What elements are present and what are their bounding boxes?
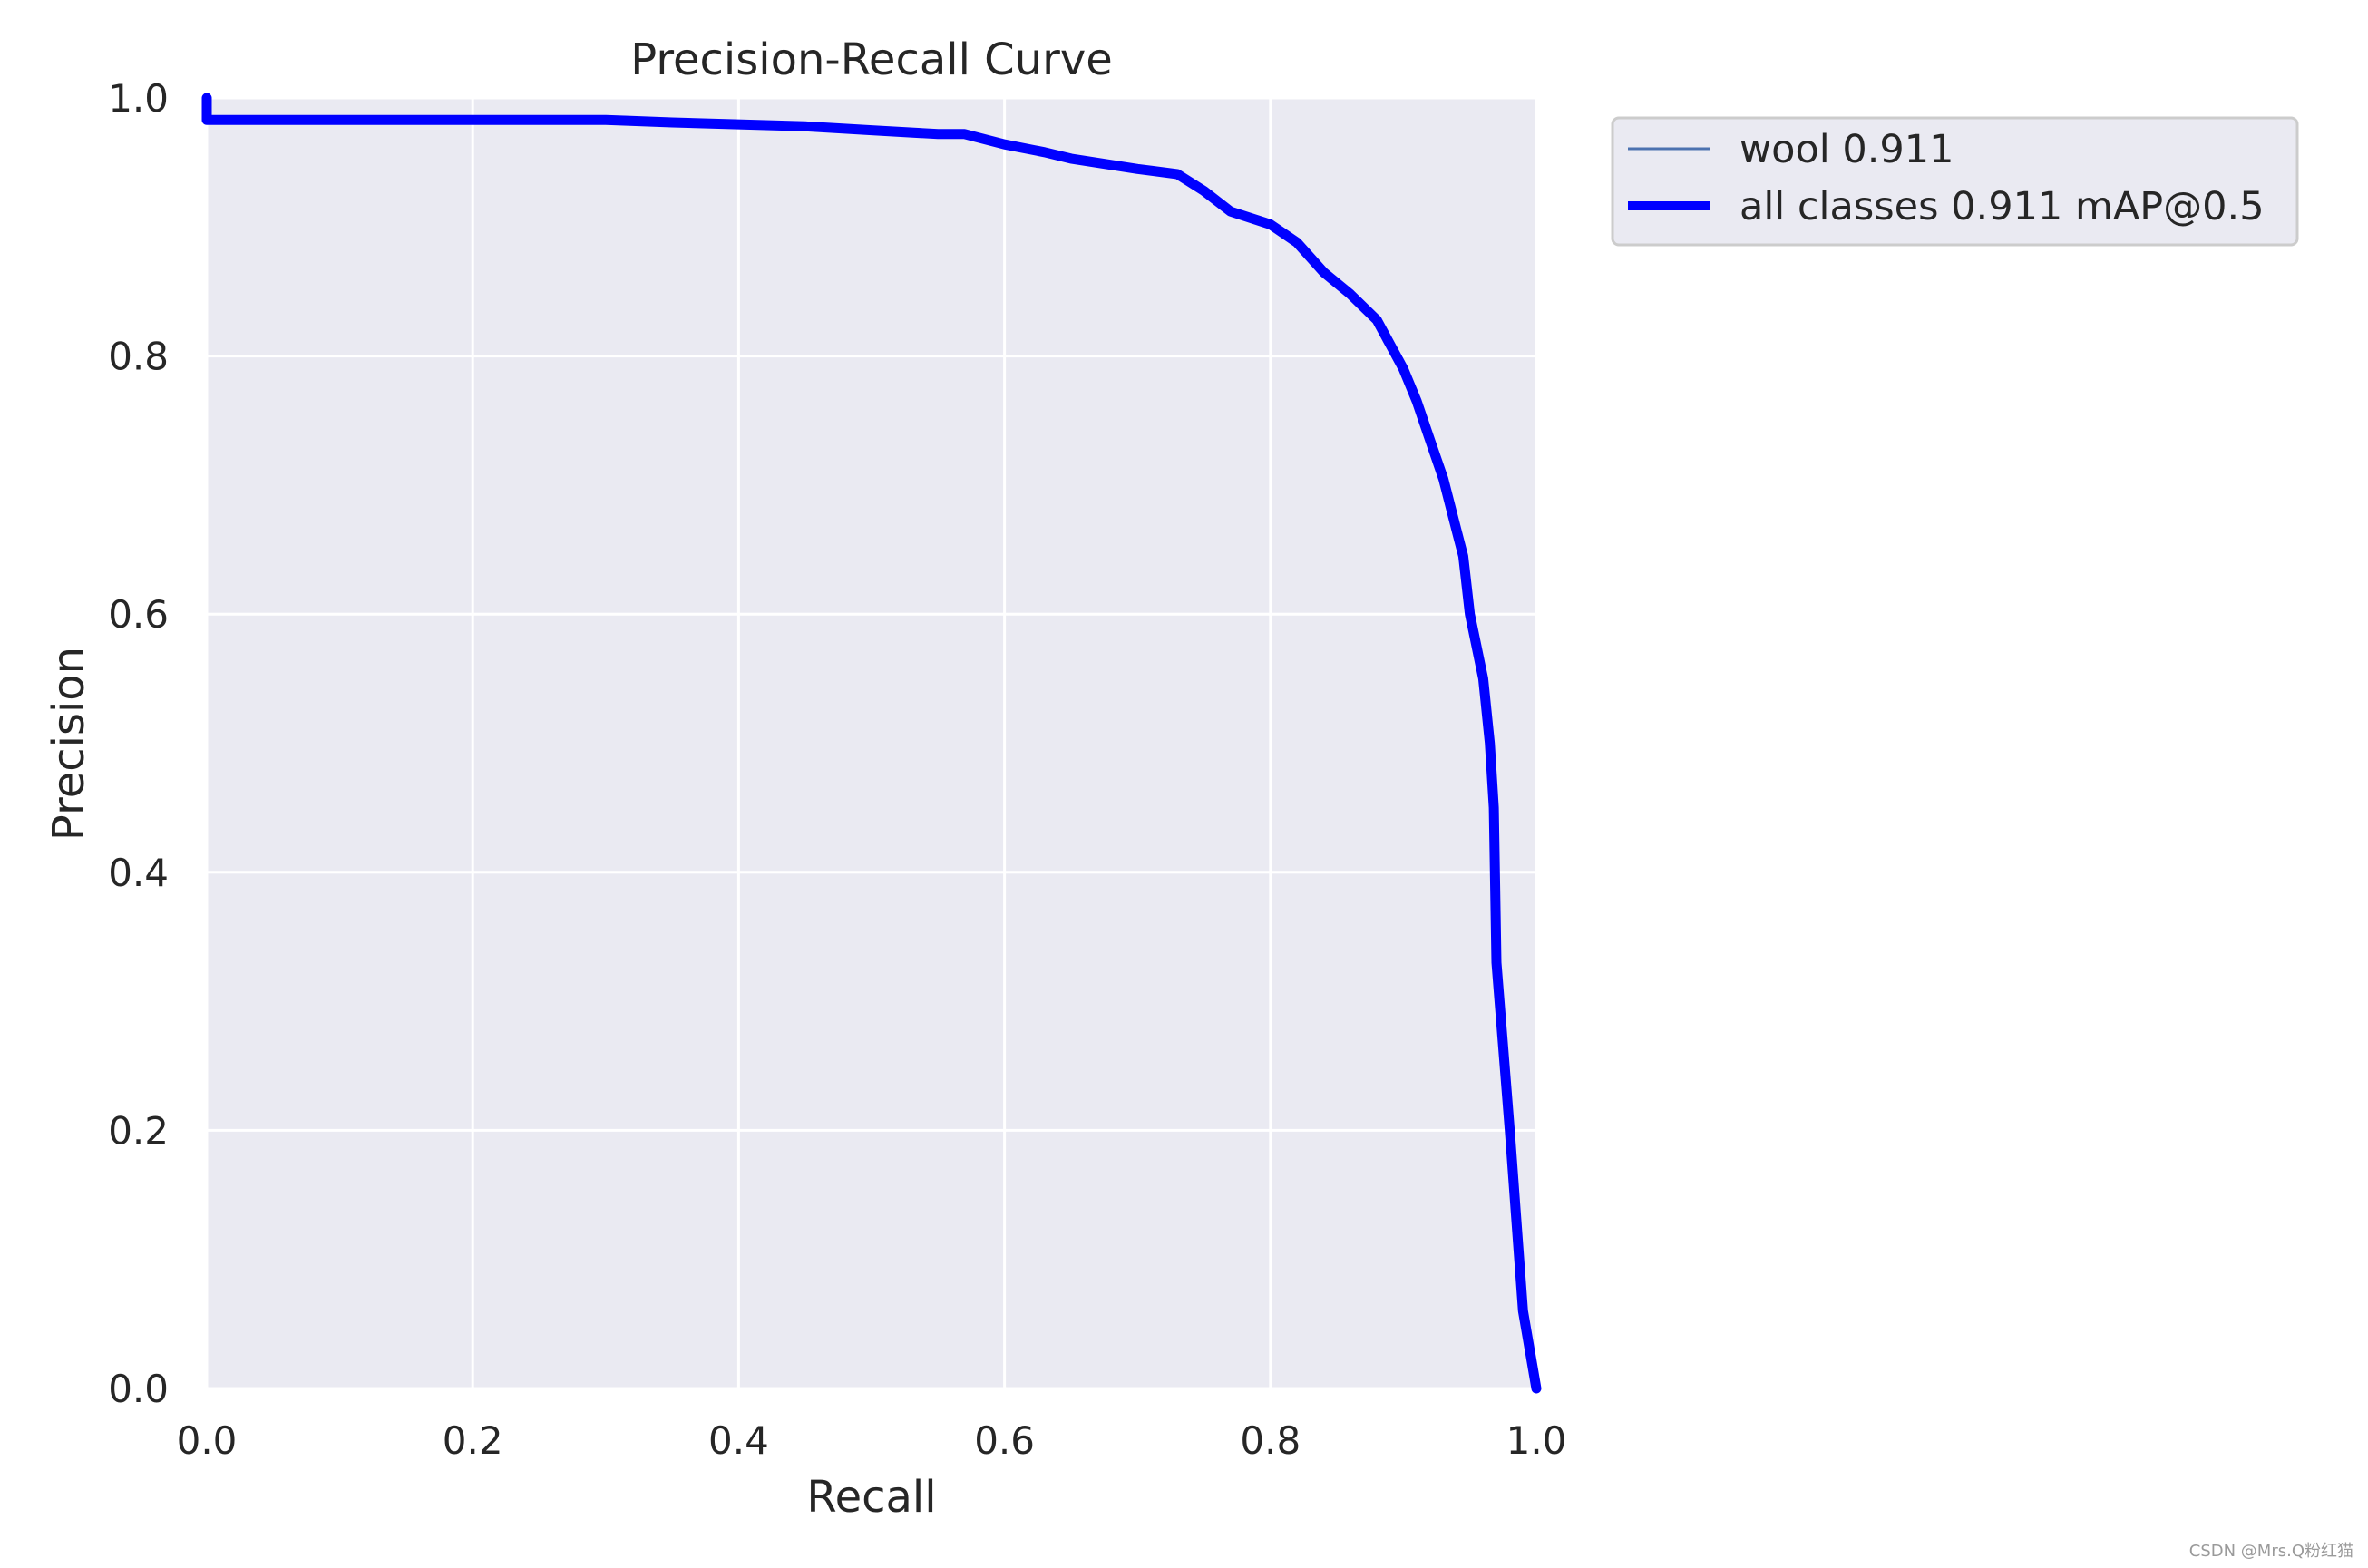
x-tick-label: 0.2 (443, 1418, 503, 1463)
series-line-all-classes (201, 93, 1542, 1394)
y-tick-label: 0.4 (108, 851, 169, 895)
x-tick-label: 0.0 (177, 1418, 238, 1463)
watermark: CSDN @Mrs.Q粉红猫 (2189, 1542, 2353, 1561)
y-tick-label: 0.6 (108, 592, 169, 637)
y-axis-label: Precision (44, 647, 94, 841)
x-tick-label: 0.8 (1240, 1418, 1301, 1463)
series-lines (201, 93, 1542, 1394)
x-axis-ticks: 0.0 0.2 0.4 0.6 0.8 1.0 (177, 1418, 1567, 1463)
legend-label-all-classes: all classes 0.911 mAP@0.5 (1739, 184, 2265, 229)
y-tick-label: 1.0 (108, 76, 169, 121)
y-tick-label: 0.8 (108, 335, 169, 379)
y-tick-label: 0.2 (108, 1108, 169, 1153)
x-tick-label: 0.4 (708, 1418, 769, 1463)
chart-title: Precision-Recall Curve (630, 34, 1113, 85)
legend: wool 0.911 all classes 0.911 mAP@0.5 (1611, 116, 2299, 247)
grid-lines (205, 96, 1538, 1390)
plot-area (207, 98, 1536, 1388)
legend-box (1611, 116, 2299, 247)
legend-label-wool: wool 0.911 (1739, 127, 1954, 172)
y-tick-label: 0.0 (108, 1367, 169, 1411)
y-axis-ticks: 0.0 0.2 0.4 0.6 0.8 1.0 (108, 76, 169, 1411)
x-tick-label: 1.0 (1506, 1418, 1567, 1463)
x-tick-label: 0.6 (974, 1418, 1035, 1463)
x-axis-label: Recall (806, 1472, 936, 1523)
